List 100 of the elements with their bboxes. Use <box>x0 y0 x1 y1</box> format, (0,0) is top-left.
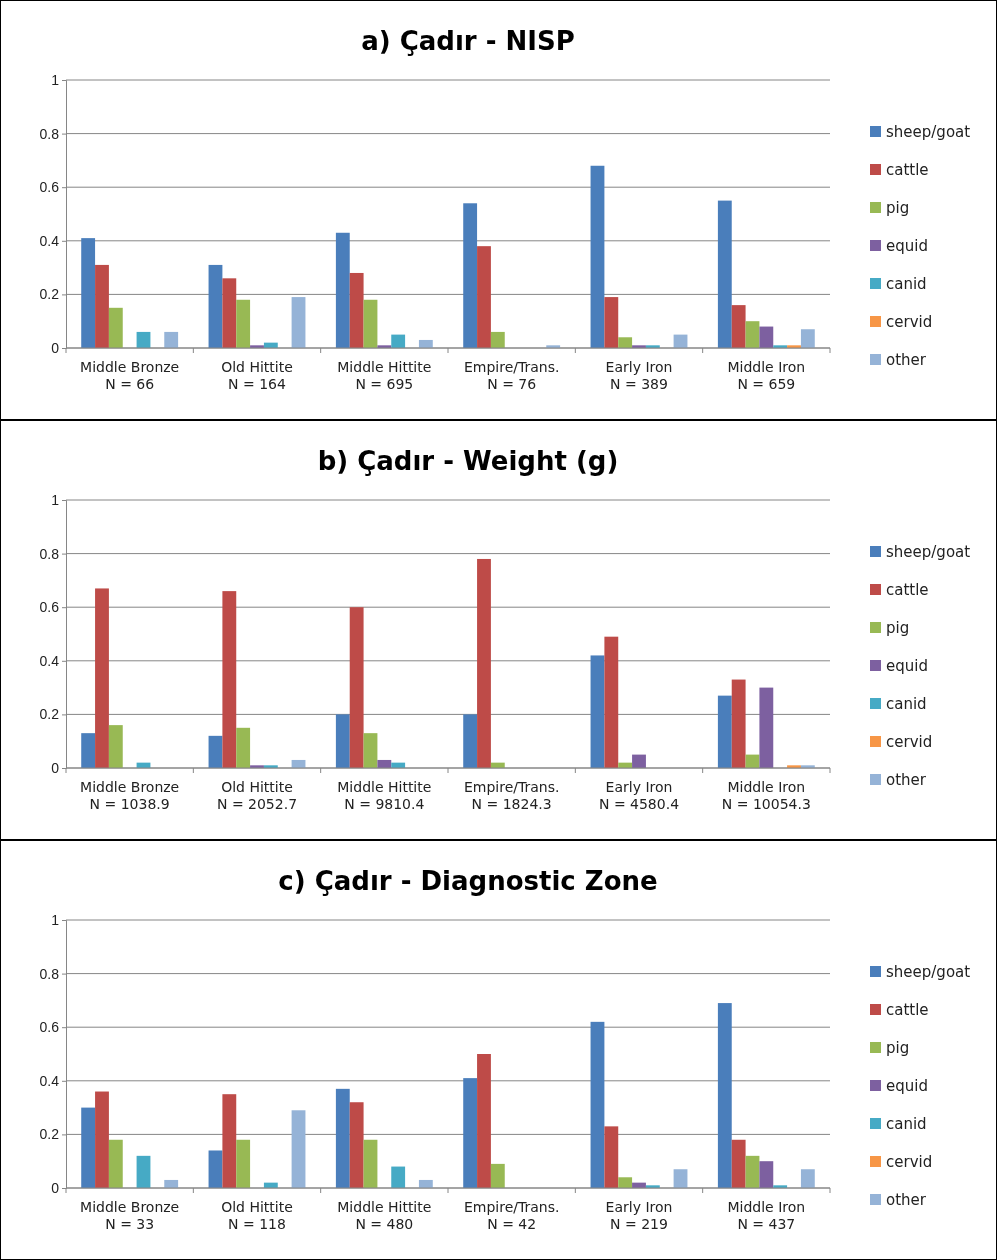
y-tick-label: 0.4 <box>39 232 60 249</box>
bar <box>731 1139 746 1188</box>
bar <box>632 754 646 768</box>
bar <box>349 1102 364 1188</box>
bar <box>717 695 732 768</box>
x-tick-label: Middle Bronze N = 1038.9 <box>80 779 180 812</box>
x-tick-label: Old Hittite N = 164 <box>221 359 293 392</box>
y-tick-label: 0.2 <box>39 706 60 723</box>
bar <box>236 299 251 348</box>
legend-label: pig <box>886 619 910 637</box>
x-tick-label: Middle Iron N = 10054.3 <box>721 779 811 812</box>
x-tick-label: Middle Hittite N = 695 <box>337 359 432 392</box>
bar <box>335 1088 350 1188</box>
bar <box>590 165 605 348</box>
bar <box>604 636 619 768</box>
bar <box>363 299 378 348</box>
x-tick-label: Empire/Trans. N = 42 <box>463 1199 560 1232</box>
bar <box>463 203 478 348</box>
legend-label: canid <box>886 1115 927 1133</box>
bar <box>291 297 306 348</box>
bar <box>717 1003 732 1188</box>
legend-label: equid <box>886 237 928 255</box>
bar <box>800 1169 815 1188</box>
y-tick-label: 1 <box>51 491 60 508</box>
y-tick-label: 0 <box>51 759 60 776</box>
bar <box>759 326 774 348</box>
y-tick-label: 0.8 <box>39 965 60 982</box>
bar <box>590 655 605 768</box>
bar <box>604 1126 619 1188</box>
bar <box>477 246 491 348</box>
y-tick-label: 1 <box>51 911 60 928</box>
bar <box>335 232 350 348</box>
legend-label: sheep/goat <box>886 123 971 141</box>
chart-title: a) Çadır - NISP <box>361 26 575 56</box>
bar <box>222 278 237 348</box>
bar <box>759 1161 774 1188</box>
bar <box>477 1054 491 1188</box>
y-tick-label: 0 <box>51 1179 60 1196</box>
bar <box>81 733 96 768</box>
y-tick-label: 0.8 <box>39 125 60 142</box>
bar <box>349 607 364 768</box>
bar <box>136 1155 151 1188</box>
bar <box>731 679 746 768</box>
y-tick-label: 0.6 <box>39 1019 60 1036</box>
bar <box>463 714 478 768</box>
bar <box>604 297 619 348</box>
bar <box>490 331 505 348</box>
x-tick-label: Early Iron N = 389 <box>605 359 673 392</box>
legend-label: canid <box>886 695 927 713</box>
legend-label: sheep/goat <box>886 963 971 981</box>
legend-label: cervid <box>886 1153 933 1171</box>
legend-label: canid <box>886 275 927 293</box>
y-tick-label: 0.2 <box>39 286 60 303</box>
legend-label: pig <box>886 199 910 217</box>
legend-label: cervid <box>886 313 933 331</box>
bar <box>745 321 760 348</box>
legend-label: cervid <box>886 733 933 751</box>
x-tick-label: Old Hittite N = 2052.7 <box>216 779 298 812</box>
y-tick-label: 0.4 <box>39 652 60 669</box>
bar <box>108 725 123 768</box>
chart-title: b) Çadır - Weight (g) <box>317 446 619 476</box>
bar <box>95 1091 109 1188</box>
legend-label: other <box>886 1191 927 1209</box>
bar <box>391 1166 406 1188</box>
x-tick-label: Empire/Trans. N = 1824.3 <box>463 779 560 812</box>
bar <box>208 264 223 348</box>
bar <box>208 1150 223 1188</box>
bar <box>236 1139 251 1188</box>
legend-label: cattle <box>886 161 929 179</box>
x-tick-label: Old Hittite N = 118 <box>221 1199 293 1232</box>
y-tick-label: 0.2 <box>39 1126 60 1143</box>
legend-label: other <box>886 771 927 789</box>
y-tick-label: 0.8 <box>39 545 60 562</box>
bar <box>745 1155 760 1188</box>
y-tick-label: 1 <box>51 71 60 88</box>
bar <box>618 337 633 348</box>
bar <box>717 200 732 348</box>
legend-label: sheep/goat <box>886 543 971 561</box>
bar <box>463 1078 478 1188</box>
y-tick-label: 0 <box>51 339 60 356</box>
legend-label: equid <box>886 1077 928 1095</box>
legend-label: cattle <box>886 1001 929 1019</box>
bar <box>590 1021 605 1188</box>
x-tick-label: Middle Bronze N = 66 <box>80 359 180 392</box>
bar <box>391 334 406 348</box>
x-tick-label: Middle Iron N = 659 <box>727 359 806 392</box>
x-tick-label: Empire/Trans. N = 76 <box>463 359 560 392</box>
legend-label: other <box>886 351 927 369</box>
y-tick-label: 0.6 <box>39 179 60 196</box>
bar <box>335 714 350 768</box>
x-tick-label: Middle Hittite N = 9810.4 <box>337 779 432 812</box>
x-tick-label: Early Iron N = 219 <box>605 1199 673 1232</box>
bar <box>363 1139 378 1188</box>
legend-label: cattle <box>886 581 929 599</box>
chart-title: c) Çadır - Diagnostic Zone <box>278 866 658 896</box>
bar <box>477 558 491 768</box>
bar <box>108 1139 123 1188</box>
bar <box>95 264 109 348</box>
bar <box>236 727 251 768</box>
x-tick-label: Early Iron N = 4580.4 <box>598 779 680 812</box>
